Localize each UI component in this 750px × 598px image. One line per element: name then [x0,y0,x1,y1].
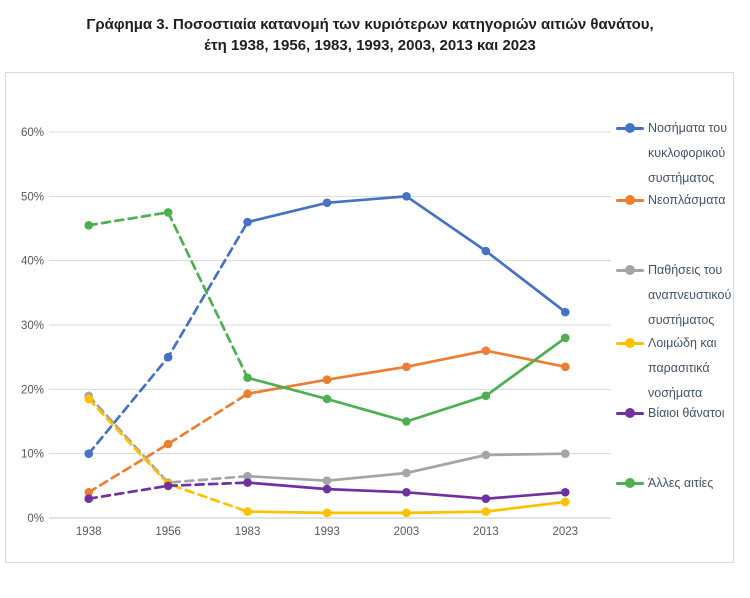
series-4 [84,478,570,504]
series-0 [84,192,570,458]
data-point [243,373,252,383]
legend-marker-icon [616,471,646,496]
data-point [481,450,491,460]
data-point [560,307,570,317]
data-point [402,362,411,372]
legend-item-5: Άλλες αιτίες [616,471,713,496]
data-point [402,487,411,497]
data-point [322,198,332,208]
legend-item-4: Βίαιοι θάνατοι [616,401,724,426]
x-axis-tick-label: 1983 [235,526,261,538]
series-line-solid [247,336,567,423]
y-axis-tick-label: 20% [21,384,44,396]
y-axis-tick-label: 50% [21,191,44,203]
data-point [322,394,332,404]
y-axis-tick-label: 0% [27,513,44,525]
data-point [481,246,491,256]
y-axis-tick-label: 30% [21,320,44,332]
series-1 [84,346,570,497]
data-point [163,208,173,217]
x-axis-tick-label: 2003 [394,526,420,538]
data-point [322,508,332,518]
series-5 [84,208,570,426]
data-point [163,481,173,491]
x-axis-tick-label: 2023 [552,526,578,538]
y-axis-tick-label: 60% [21,127,44,139]
legend-item-0: Νοσήματα του κυκλοφορικού συστήματος [616,116,734,191]
data-point [84,487,94,497]
legend-label: Βίαιοι θάνατοι [648,406,725,420]
legend-label: Λοιμώδη και παρασιτικά νοσήματα [648,336,717,400]
data-point [322,484,332,494]
data-point [560,497,570,507]
legend-marker-icon [616,401,646,426]
series-line-dashed [87,220,249,456]
data-point [84,494,94,504]
data-point [243,507,252,516]
y-axis-tick-label: 10% [21,449,44,461]
data-point [481,507,491,516]
data-point [243,471,252,481]
legend-label: Παθήσεις του αναπνευστικού συστήματος [648,263,732,327]
legend-marker-icon [616,188,646,213]
data-point [402,468,411,478]
data-point [560,487,570,497]
data-point [322,375,332,384]
series-line-dashed [87,392,249,494]
legend-label: Άλλες αιτίες [648,476,714,490]
data-point [481,391,491,401]
chart-legend: Νοσήματα του κυκλοφορικού συστήματος Νεοπ… [616,73,734,562]
x-axis-tick-label: 2013 [473,526,499,538]
chart-title-line1: Γράφημα 3. Ποσοστιαία κατανομή των κυριό… [86,16,654,33]
data-point [481,494,491,504]
data-point [163,352,173,362]
data-point [84,394,94,404]
data-point [560,362,570,372]
data-point [560,333,570,343]
legend-item-2: Παθήσεις του αναπνευστικού συστήματος [616,258,734,333]
chart-title-line2: έτη 1938, 1956, 1983, 1993, 2003, 2013 κ… [204,37,536,54]
legend-label: Νοσήματα του κυκλοφορικού συστήματος [648,121,728,185]
legend-label: Νεοπλάσματα [648,193,726,207]
data-point [322,476,332,485]
series-line-solid [247,194,567,314]
series-line-dashed [87,394,249,484]
line-chart-plot: 0% 10% 20% 30% 40% 50% 60% 1938 1956 1983 1993 2003… [21,127,611,538]
series-line-dashed [87,397,249,513]
legend-item-1: Νεοπλάσματα [616,188,725,213]
x-axis-tick-label: 1993 [314,526,340,538]
data-point [84,449,94,458]
chart-title: Γράφημα 3. Ποσοστιαία κατανομή των κυριό… [0,14,740,56]
chart-area: 0% 10% 20% 30% 40% 50% 60% 1938 1956 1983 1993 2003… [5,72,734,563]
data-point [243,217,252,227]
data-point [402,192,411,201]
legend-marker-icon [616,331,646,356]
x-axis-tick-label: 1956 [155,526,181,538]
legend-item-3: Λοιμώδη και παρασιτικά νοσήματα [616,331,734,406]
legend-marker-icon [616,116,646,141]
data-point [402,417,411,426]
data-point [243,389,252,399]
data-point [243,478,252,487]
legend-marker-icon [616,258,646,283]
data-point [560,449,570,458]
data-point [163,439,173,449]
data-point [402,508,411,518]
x-axis-tick-label: 1938 [76,526,102,538]
data-point [481,346,491,356]
data-point [84,220,94,230]
y-axis-tick-label: 40% [21,256,44,268]
